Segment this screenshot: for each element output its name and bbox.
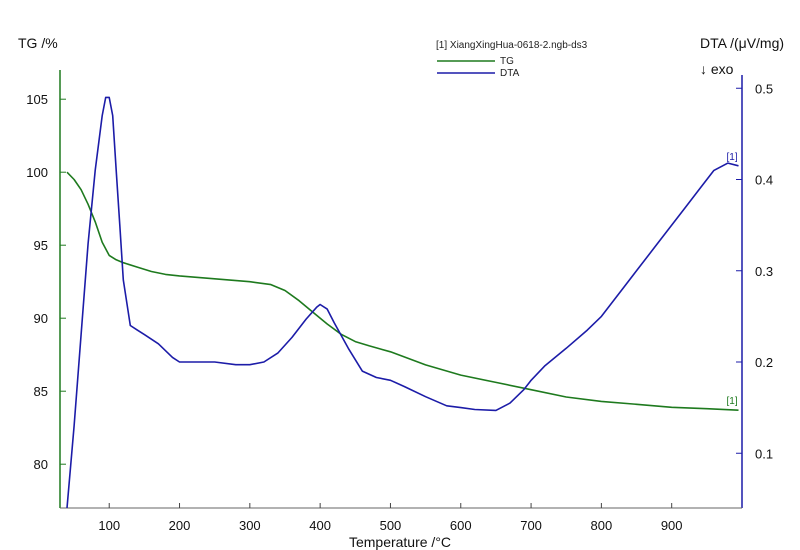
exo-annotation: ↓ exo: [700, 61, 734, 77]
x-tick-label: 700: [520, 518, 542, 533]
x-tick-label: 900: [661, 518, 683, 533]
x-tick-label: 800: [591, 518, 613, 533]
y-right-tick-label: 0.1: [755, 446, 773, 461]
y-left-tick-label: 105: [26, 92, 48, 107]
x-tick-label: 600: [450, 518, 472, 533]
dta-end-marker: [1]: [726, 152, 737, 163]
x-tick-label: 100: [98, 518, 120, 533]
x-tick-label: 400: [309, 518, 331, 533]
tg-end-marker: [1]: [726, 396, 737, 407]
x-tick-label: 500: [380, 518, 402, 533]
y-left-tick-label: 85: [34, 384, 48, 399]
x-tick-label: 200: [169, 518, 191, 533]
legend: [1] XiangXingHua-0618-2.ngb-ds3 TG DTA: [436, 40, 588, 79]
y-right-tick-label: 0.3: [755, 264, 773, 279]
y-left-tick-label: 80: [34, 457, 48, 472]
legend-label-tg: TG: [500, 56, 514, 67]
y-axis-right-title: DTA /(μV/mg): [700, 35, 784, 51]
legend-title: [1] XiangXingHua-0618-2.ngb-ds3: [436, 40, 588, 51]
series-group: [66, 96, 739, 509]
y-right-tick-label: 0.2: [755, 355, 773, 370]
tg-series-line: [66, 171, 739, 411]
dta-series-line: [66, 96, 739, 509]
y-right-tick-label: 0.4: [755, 173, 773, 188]
x-axis-title: Temperature /°C: [349, 534, 451, 550]
y-left-tick-label: 95: [34, 238, 48, 253]
y-left-tick-label: 90: [34, 311, 48, 326]
legend-label-dta: DTA: [500, 68, 520, 79]
y-axis-left-title: TG /%: [18, 35, 58, 51]
y-right-tick-label: 0.5: [755, 81, 773, 96]
ticks-group: 100 200 300 400 500 600 700 800 900 80 85 90 95 100 10…: [26, 81, 773, 533]
y-left-tick-label: 100: [26, 165, 48, 180]
x-tick-label: 300: [239, 518, 261, 533]
